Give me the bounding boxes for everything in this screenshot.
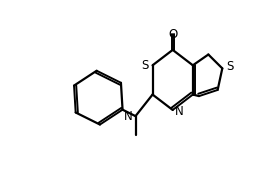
Text: S: S <box>226 60 234 73</box>
Text: N: N <box>123 110 132 123</box>
Text: O: O <box>168 28 177 41</box>
Text: S: S <box>141 59 148 72</box>
Text: N: N <box>175 105 183 118</box>
